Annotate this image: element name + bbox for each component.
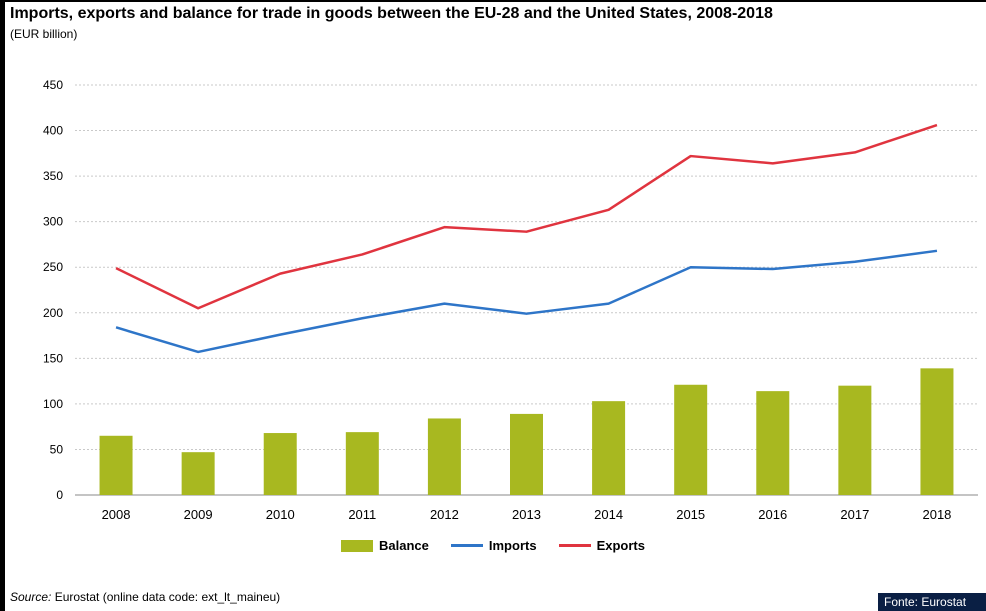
x-tick-label: 2013 (512, 507, 541, 522)
x-tick-label: 2010 (266, 507, 295, 522)
legend-label-balance: Balance (379, 538, 429, 553)
bar-balance (592, 401, 626, 495)
y-tick-label: 200 (43, 306, 63, 320)
bar-balance (674, 384, 708, 495)
line-imports (115, 249, 938, 354)
bar-balance (838, 385, 872, 495)
bar-balance (99, 435, 133, 495)
y-tick-label: 450 (43, 78, 63, 92)
y-tick-label: 50 (50, 442, 64, 456)
legend-swatch-imports (450, 544, 483, 547)
x-tick-label: 2017 (840, 507, 869, 522)
bar-balance (345, 432, 379, 495)
legend-swatch-exports (558, 544, 591, 547)
chart-title: Imports, exports and balance for trade i… (10, 5, 773, 22)
x-tick-label: 2012 (430, 507, 459, 522)
legend-swatch-balance (341, 539, 374, 552)
y-tick-label: 250 (43, 260, 63, 274)
x-tick-label: 2011 (348, 507, 376, 522)
bar-balance (756, 391, 790, 495)
line-exports (115, 123, 938, 310)
legend-item-imports: Imports (450, 538, 537, 553)
x-tick-label: 2015 (676, 507, 705, 522)
x-tick-label: 2008 (102, 507, 131, 522)
x-tick-label: 2016 (758, 507, 787, 522)
bar-balance (263, 433, 297, 495)
bar-balance (181, 452, 215, 495)
legend-item-exports: Exports (558, 538, 645, 553)
y-tick-label: 100 (43, 397, 63, 411)
legend-item-balance: Balance (341, 538, 429, 553)
y-tick-label: 400 (43, 124, 63, 138)
source-note: Source: Eurostat (online data code: ext_… (10, 590, 280, 604)
legend-label-imports: Imports (488, 538, 537, 553)
source-text: Eurostat (online data code: ext_lt_maine… (54, 590, 281, 604)
y-tick-label: 0 (56, 488, 63, 502)
y-tick-label: 300 (43, 215, 63, 229)
chart-legend: Balance Imports Exports (0, 538, 986, 553)
source-label: Source: (10, 590, 52, 604)
chart-subtitle: (EUR billion) (10, 27, 78, 41)
x-tick-label: 2009 (184, 507, 213, 522)
bar-balance (920, 368, 954, 495)
y-tick-label: 350 (43, 169, 63, 183)
legend-label-exports: Exports (596, 538, 645, 553)
bar-balance (510, 413, 543, 495)
x-tick-label: 2018 (922, 507, 951, 522)
y-tick-label: 150 (43, 351, 63, 365)
credit-badge: Fonte: Eurostat (878, 593, 986, 611)
x-tick-label: 2014 (594, 507, 623, 522)
bar-balance (427, 418, 461, 495)
